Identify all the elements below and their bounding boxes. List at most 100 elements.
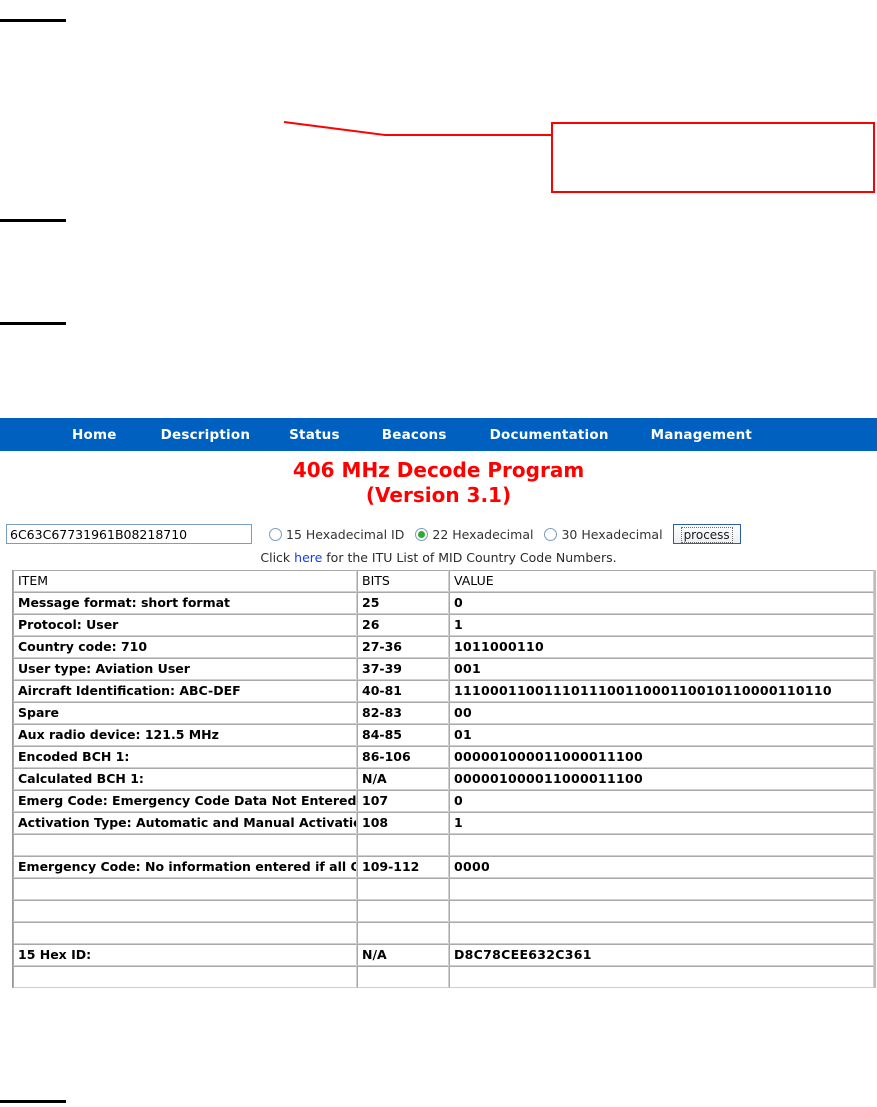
cell-value: 00	[449, 702, 874, 724]
cell-value	[449, 966, 874, 988]
decode-program-webpage: Home Description Status Beacons Document…	[0, 418, 877, 988]
decode-results-table: ITEM BITS VALUE Message format: short forma…	[12, 570, 876, 988]
radio-30-hexadecimal-icon[interactable]	[544, 527, 558, 541]
radio-group-22-hex[interactable]: 22 Hexadecimal	[415, 527, 533, 542]
table-row: Emergency Code: No information entered i…	[13, 856, 874, 878]
cell-item: 15 Hex ID:	[13, 944, 357, 966]
column-header-bits: BITS	[357, 570, 449, 592]
radio-22-hexadecimal-icon[interactable]	[415, 527, 429, 541]
decode-controls-row: 15 Hexadecimal ID 22 Hexadecimal 30 Hexa…	[0, 522, 877, 546]
table-row: Emerg Code: Emergency Code Data Not Ente…	[13, 790, 874, 812]
cell-value: 0	[449, 790, 874, 812]
table-row	[13, 878, 874, 900]
cell-value: 1	[449, 614, 874, 636]
table-row	[13, 922, 874, 944]
radio-label-15-hexadecimal[interactable]: 15 Hexadecimal ID	[286, 526, 405, 542]
table-header-row: ITEM BITS VALUE	[13, 570, 874, 592]
cell-item: Emerg Code: Emergency Code Data Not Ente…	[13, 790, 357, 812]
table-row: User type: Aviation User 37-39 001	[13, 658, 874, 680]
page-rule-middle	[0, 219, 66, 222]
cell-bits: 26	[357, 614, 449, 636]
radio-label-30-hexadecimal[interactable]: 30 Hexadecimal	[561, 526, 663, 542]
nav-item-documentation[interactable]: Documentation	[489, 426, 609, 443]
page-rule-bottom	[0, 1100, 66, 1103]
annotation-leader-line	[283, 121, 551, 136]
table-row: Protocol: User 26 1	[13, 614, 874, 636]
table-row: Message format: short format 25 0	[13, 592, 874, 614]
cell-item: Message format: short format	[13, 592, 357, 614]
cell-item: Activation Type: Automatic and Manual Ac…	[13, 812, 357, 834]
nav-item-status[interactable]: Status	[289, 426, 340, 443]
process-button[interactable]: process	[672, 524, 741, 544]
cell-bits: 108	[357, 812, 449, 834]
page-rule-top	[0, 19, 66, 22]
table-row: Encoded BCH 1: 86-106 00000100001100001110…	[13, 746, 874, 768]
cell-value: 0	[449, 592, 874, 614]
radio-label-22-hexadecimal[interactable]: 22 Hexadecimal	[432, 526, 534, 542]
nav-item-beacons[interactable]: Beacons	[381, 426, 447, 443]
cell-bits: N/A	[357, 768, 449, 790]
hex-code-input[interactable]	[6, 524, 252, 544]
table-row: Aircraft Identification: ABC-DEF 40-81 111…	[13, 680, 874, 702]
table-row	[13, 900, 874, 922]
cell-item	[13, 966, 357, 988]
cell-value: 1	[449, 812, 874, 834]
page-title-line-1: 406 MHz Decode Program	[292, 458, 585, 482]
cell-value: 000001000011000011100	[449, 746, 874, 768]
cell-value: D8C78CEE632C361	[449, 944, 874, 966]
cell-value	[449, 900, 874, 922]
cell-bits: 109-112	[357, 856, 449, 878]
cell-value: 0000	[449, 856, 874, 878]
cell-bits	[357, 878, 449, 900]
page-rule-middle-2	[0, 322, 66, 325]
itu-line-suffix: for the ITU List of MID Country Code Num…	[322, 550, 617, 565]
table-row: Aux radio device: 121.5 MHz 84-85 01	[13, 724, 874, 746]
cell-bits: 40-81	[357, 680, 449, 702]
cell-value: 001	[449, 658, 874, 680]
decode-results-table-wrapper: ITEM BITS VALUE Message format: short forma…	[0, 570, 877, 988]
table-row: Calculated BCH 1: N/A 00000100001100001110…	[13, 768, 874, 790]
cell-bits: 25	[357, 592, 449, 614]
cell-value	[449, 922, 874, 944]
cell-value: 01	[449, 724, 874, 746]
column-header-item: ITEM	[13, 570, 357, 592]
cell-item: Aircraft Identification: ABC-DEF	[13, 680, 357, 702]
radio-group-30-hex[interactable]: 30 Hexadecimal	[544, 526, 663, 542]
cell-bits	[357, 966, 449, 988]
table-row: Spare 82-83 00	[13, 702, 874, 724]
table-row: Activation Type: Automatic and Manual Ac…	[13, 812, 874, 834]
cell-bits: 86-106	[357, 746, 449, 768]
cell-value	[449, 878, 874, 900]
cell-bits	[357, 834, 449, 856]
table-row	[13, 834, 874, 856]
radio-15-hexadecimal-icon[interactable]	[269, 527, 282, 541]
table-row: Country code: 710 27-36 1011000110	[13, 636, 874, 658]
cell-bits: 107	[357, 790, 449, 812]
cell-item: Protocol: User	[13, 614, 357, 636]
cell-bits: 84-85	[357, 724, 449, 746]
nav-item-home[interactable]: Home	[72, 426, 117, 443]
nav-item-management[interactable]: Management	[650, 426, 753, 443]
cell-bits	[357, 922, 449, 944]
cell-item	[13, 922, 357, 944]
cell-item: Encoded BCH 1:	[13, 746, 357, 768]
cell-bits: 82-83	[357, 702, 449, 724]
cell-item	[13, 878, 357, 900]
cell-item: Spare	[13, 702, 357, 724]
cell-bits: 37-39	[357, 658, 449, 680]
page-title-line-2: (Version 3.1)	[365, 483, 512, 507]
radio-group-15-hex[interactable]: 15 Hexadecimal ID	[269, 527, 404, 542]
cell-value	[449, 834, 874, 856]
cell-item: Aux radio device: 121.5 MHz	[13, 724, 357, 746]
column-header-value: VALUE	[449, 570, 874, 592]
cell-item	[13, 834, 357, 856]
cell-value: 1011000110	[449, 636, 874, 658]
cell-item: Calculated BCH 1:	[13, 768, 357, 790]
cell-bits	[357, 900, 449, 922]
cell-item: User type: Aviation User	[13, 658, 357, 680]
site-navigation-bar: Home Description Status Beacons Document…	[0, 418, 877, 451]
table-row: 15 Hex ID: N/A D8C78CEE632C361	[13, 944, 874, 966]
itu-mid-list-link[interactable]: here	[294, 550, 323, 565]
cell-item	[13, 900, 357, 922]
nav-item-description[interactable]: Description	[160, 426, 251, 443]
